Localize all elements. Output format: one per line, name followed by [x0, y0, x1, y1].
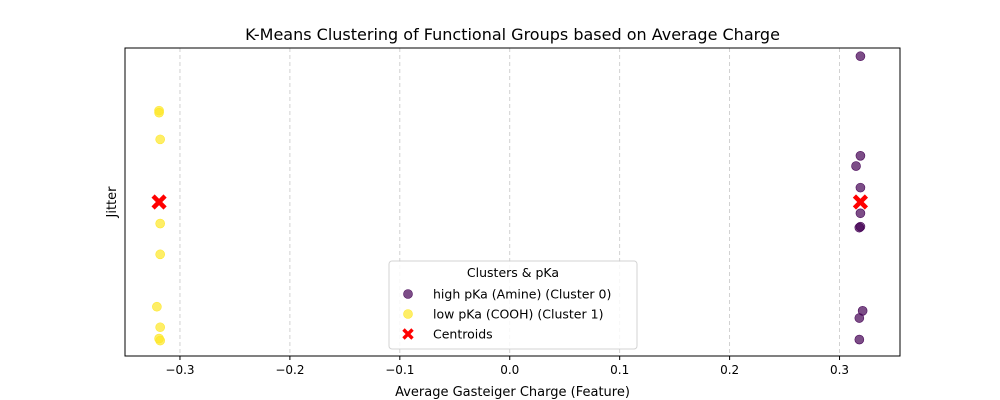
legend-label-high-pka-amine-cluster-0: high pKa (Amine) (Cluster 0): [433, 287, 611, 302]
high-pka-amine-cluster-0-point: [855, 182, 866, 193]
legend-box: [388, 260, 638, 350]
legend-title: Clusters & pKa: [467, 265, 559, 280]
x-tick-label: 0.3: [830, 363, 849, 377]
centroid-marker: [852, 194, 869, 210]
chart-title: K-Means Clustering of Functional Groups …: [245, 25, 780, 44]
data-points: [151, 51, 869, 346]
high-pka-amine-cluster-0-point: [854, 222, 865, 233]
high-pka-amine-cluster-0-point: [854, 313, 865, 323]
high-pka-amine-cluster-0-point: [854, 334, 865, 345]
x-tick-label: 0.2: [720, 363, 739, 377]
x-tick-label: 0.0: [500, 363, 519, 377]
legend-label-centroids: Centroids: [433, 327, 493, 342]
high-pka-amine-cluster-0-point: [855, 51, 866, 62]
high-pka-amine-cluster-0-point: [855, 208, 866, 219]
x-tick-label: −0.2: [275, 363, 304, 377]
grid-lines: [179, 48, 840, 356]
legend-label-low-pka-cooh-cluster-1: low pKa (COOH) (Cluster 1): [433, 307, 603, 322]
legend-marker-centroids: [402, 328, 414, 340]
high-pka-amine-cluster-0-point: [855, 151, 866, 161]
legend: Clusters & pKa high pKa (Amine) (Cluster…: [388, 260, 638, 350]
centroid-marker: [151, 194, 167, 210]
low-pka-cooh-cluster-1-point: [155, 134, 165, 145]
y-axis-label: Jitter: [105, 186, 120, 219]
low-pka-cooh-cluster-1-point: [155, 322, 165, 333]
x-axis-ticks: −0.3 −0.2 −0.1 0.0 0.1 0.2 0.3: [165, 356, 849, 377]
legend-marker-high-pka-amine-cluster-0: [403, 289, 413, 299]
high-pka-amine-cluster-0-point: [851, 161, 861, 171]
plot-area: [124, 47, 901, 357]
legend-entries: high pKa (Amine) (Cluster 0) low pKa (COO…: [402, 287, 611, 342]
x-axis-label: Average Gasteiger Charge (Feature): [395, 385, 630, 400]
legend-marker-low-pka-cooh-cluster-1: [403, 309, 413, 319]
x-tick-label: 0.1: [610, 363, 629, 377]
low-pka-cooh-cluster-1-point: [155, 218, 165, 229]
low-pka-cooh-cluster-1-point: [155, 335, 165, 346]
low-pka-cooh-cluster-1-point: [152, 301, 162, 312]
x-tick-label: −0.1: [385, 363, 414, 377]
x-tick-label: −0.3: [165, 363, 194, 377]
low-pka-cooh-cluster-1-point: [155, 249, 165, 260]
low-pka-cooh-cluster-1-point: [154, 107, 164, 118]
